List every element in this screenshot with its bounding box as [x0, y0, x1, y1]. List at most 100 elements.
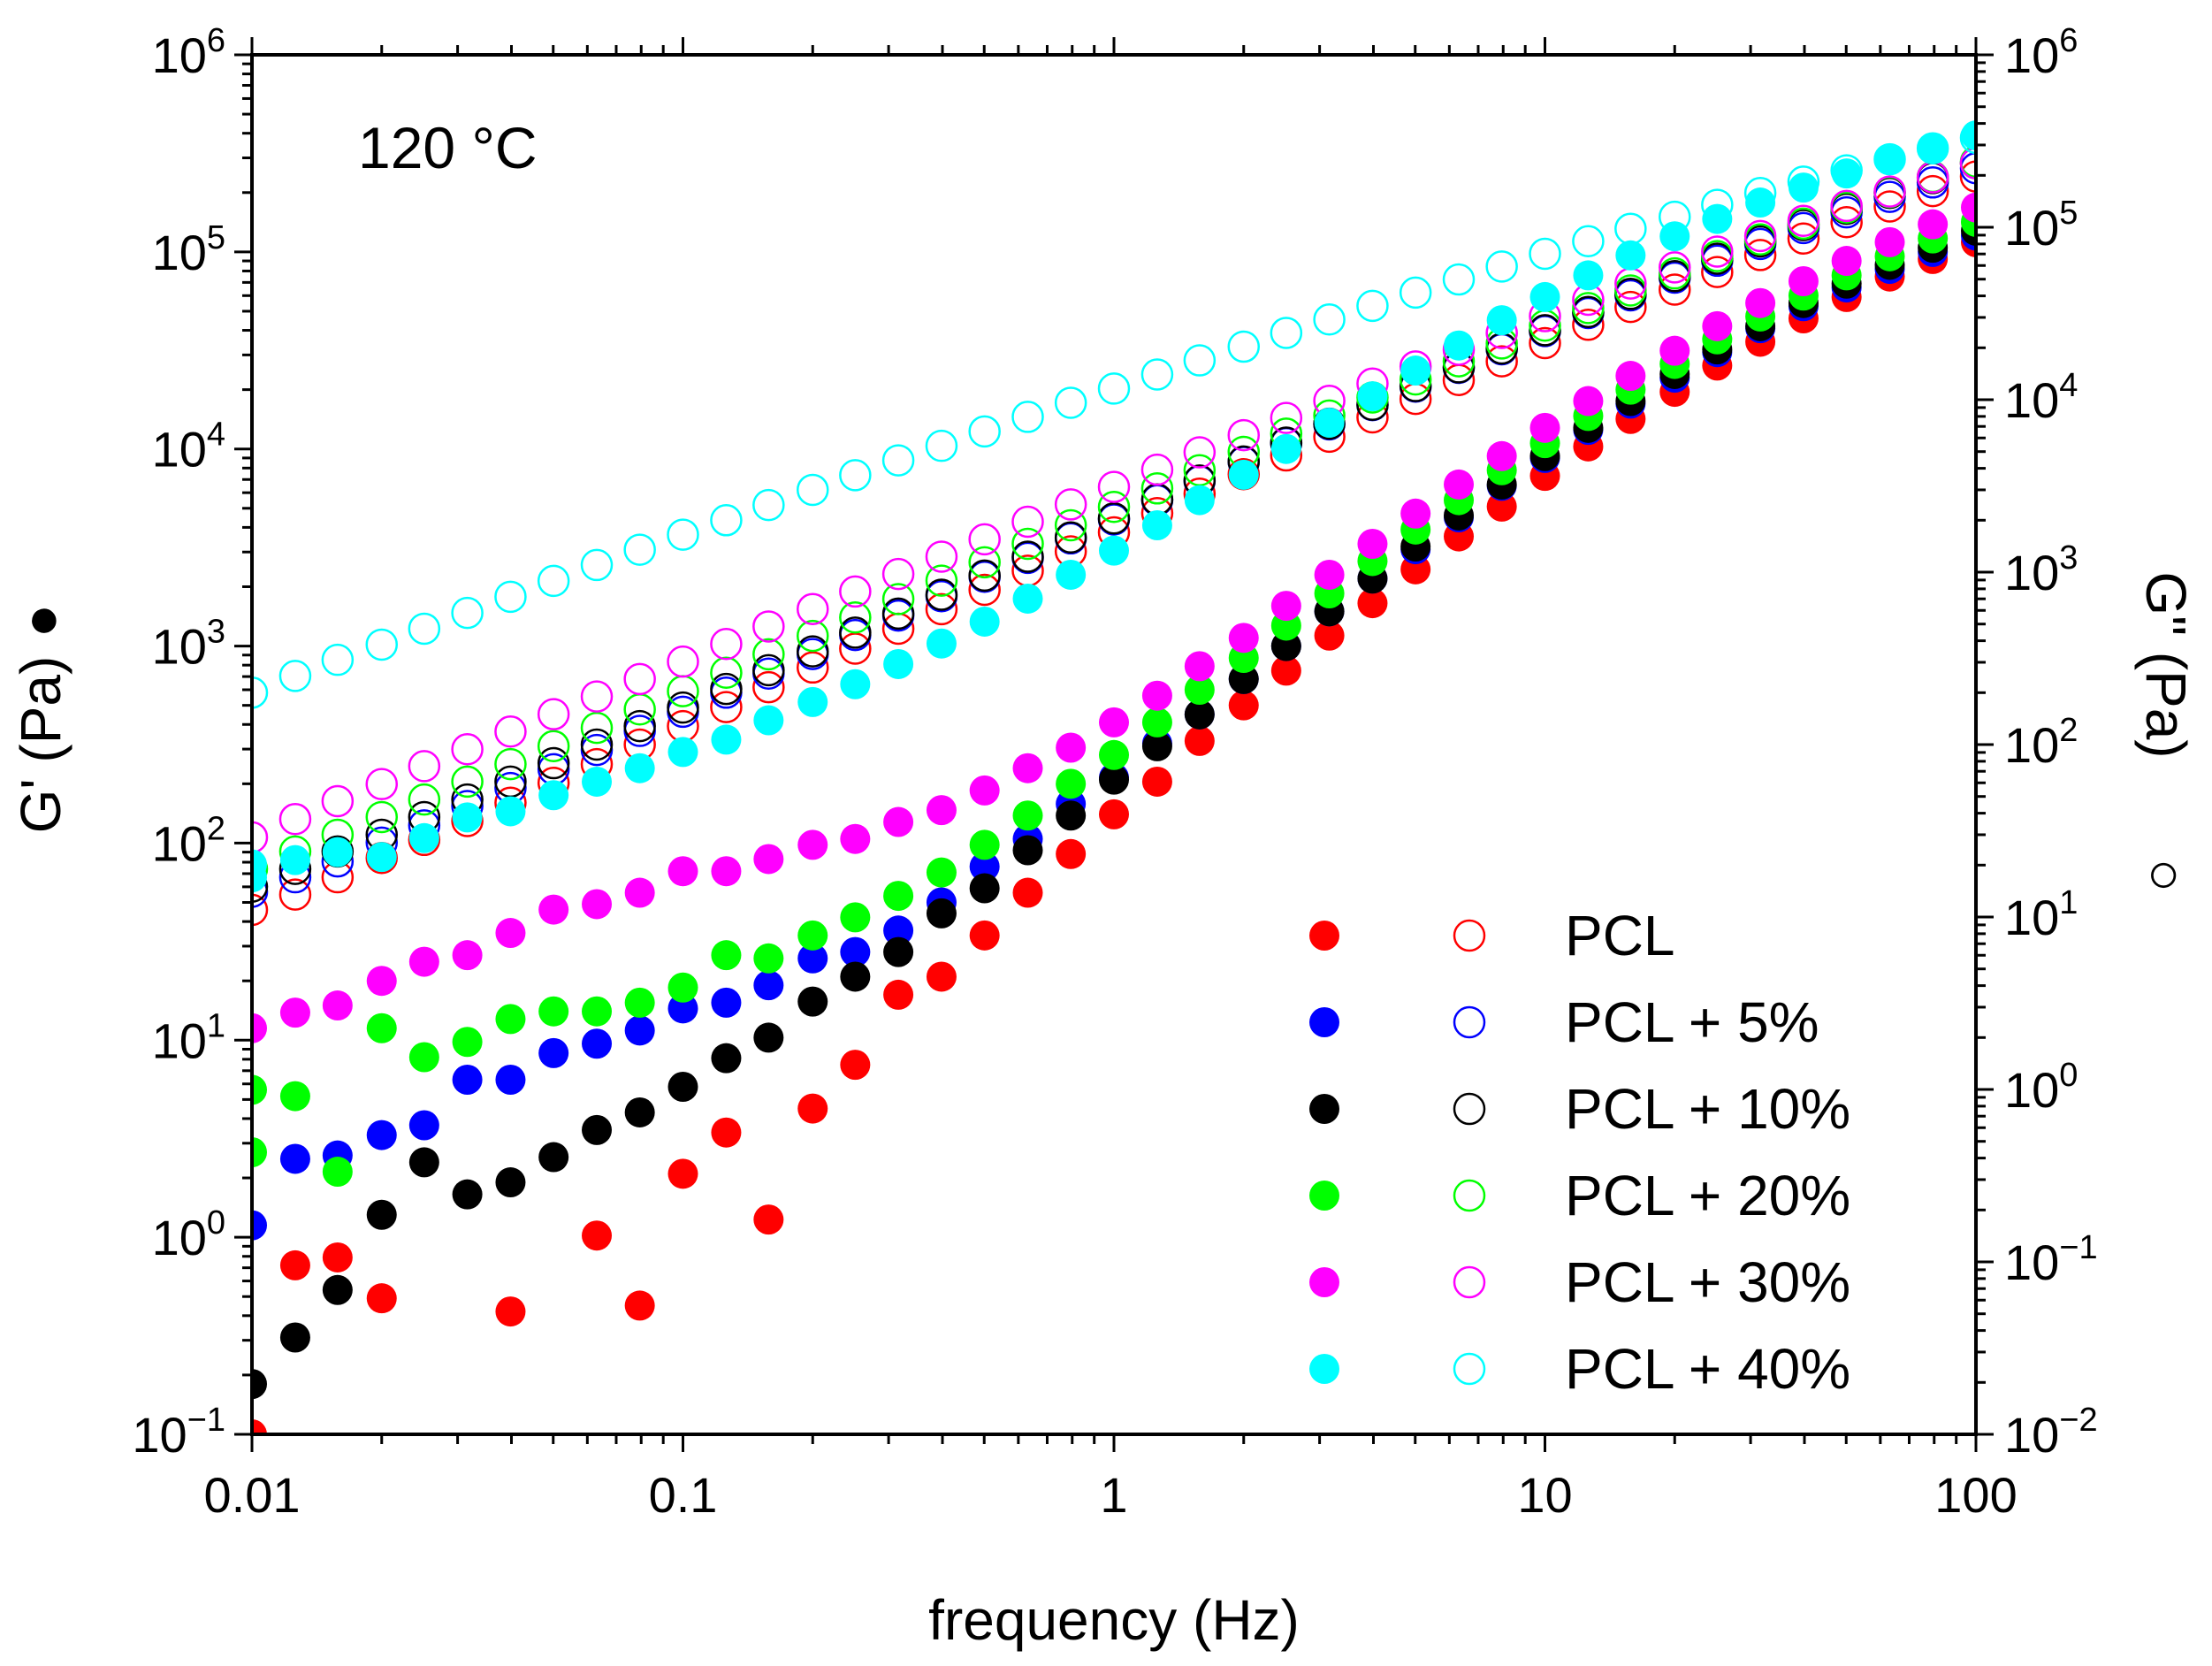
g-double-prime-point [1097, 372, 1131, 405]
y-tick-label-exponent: 3 [2059, 539, 2078, 577]
g-prime-point [366, 1199, 397, 1230]
g-prime-point [969, 873, 1000, 904]
g-prime-point [1056, 559, 1087, 590]
g-prime-point [969, 775, 1000, 806]
g-double-prime-point [710, 656, 743, 690]
g-double-prime-point [1097, 470, 1131, 503]
g-double-prime-point [881, 597, 915, 630]
y-tick-label-base: 10 [152, 1210, 207, 1265]
x-tick-label: 100 [1934, 1467, 2017, 1523]
legend-open-marker [1453, 919, 1486, 952]
y-tick-label-base: 10 [152, 815, 207, 871]
temperature-annotation: 120 °C [358, 115, 538, 180]
g-prime-point [1615, 240, 1646, 271]
g-prime-point [322, 837, 353, 867]
g-prime-point [711, 724, 742, 755]
g-prime-point [366, 1283, 397, 1314]
y-tick-label: 100 [152, 1204, 225, 1265]
g-double-prime-point [1485, 250, 1518, 283]
g-prime-point [840, 936, 871, 967]
g-prime-point [753, 844, 784, 875]
g-double-prime-point [537, 564, 570, 598]
g-double-prime-point [968, 415, 1001, 448]
x-tick-label: 1 [1100, 1467, 1127, 1523]
g-prime-point [1702, 203, 1733, 234]
g-prime-point [366, 1013, 397, 1043]
g-double-prime-point [580, 548, 614, 582]
g-double-prime-point [1183, 436, 1217, 469]
g-double-prime-point [1873, 175, 1906, 208]
g-prime-point [366, 966, 397, 997]
legend-label: PCL + 10% [1565, 1077, 1850, 1141]
legend-open-marker [1453, 1179, 1486, 1212]
g-prime-point [538, 1142, 569, 1173]
g-prime-point [797, 1093, 828, 1124]
g-double-prime-point [1313, 303, 1346, 336]
g-double-prime-point [1097, 501, 1131, 535]
g-prime-point [538, 1037, 569, 1068]
g-prime-point [1314, 620, 1345, 651]
g-double-prime-point [797, 592, 829, 625]
g-prime-point [495, 1167, 526, 1198]
g-prime-point [1228, 690, 1259, 721]
y-tick-label: 106 [152, 22, 225, 83]
g-prime-point [753, 1022, 784, 1053]
y-axis-right-marker-group: ○ [2134, 859, 2198, 893]
g-double-prime-point [839, 632, 872, 665]
g-double-prime-point [1140, 358, 1174, 391]
y-tick-label-exponent: 0 [2059, 1057, 2078, 1094]
g-prime-point [1573, 260, 1604, 291]
g-double-prime-point [580, 680, 614, 713]
g-prime-point [279, 1322, 310, 1353]
g-prime-point [969, 829, 1000, 860]
g-double-prime-point [752, 653, 785, 687]
g-prime-point [1745, 287, 1776, 318]
g-double-prime-point [365, 800, 399, 834]
g-double-prime-point [1614, 290, 1647, 324]
g-double-prime-point [1830, 189, 1863, 223]
g-double-prime-point [1959, 121, 1976, 155]
g-prime-point [582, 766, 613, 797]
g-prime-point [1314, 407, 1345, 438]
g-prime-point [797, 986, 828, 1017]
g-prime-point [667, 856, 698, 887]
y-tick-label-exponent: 4 [207, 416, 225, 454]
g-prime-point [624, 987, 655, 1018]
g-prime-point [252, 1369, 267, 1400]
g-prime-point [452, 940, 483, 971]
g-double-prime-point [667, 518, 699, 551]
g-prime-point [624, 1097, 655, 1127]
g-prime-point [252, 1137, 267, 1168]
legend-filled-marker [1309, 1181, 1339, 1211]
legend-filled-marker [1309, 1007, 1339, 1037]
g-double-prime-point [494, 747, 527, 781]
g-double-prime-point [1011, 505, 1044, 539]
g-prime-point [1874, 226, 1905, 257]
y-tick-label-base: 10 [2004, 27, 2059, 83]
g-prime-point [1012, 835, 1043, 866]
g-prime-point [582, 1114, 613, 1145]
g-double-prime-point [321, 784, 355, 818]
y-tick-label-base: 10 [152, 619, 207, 675]
y-tick-label-exponent: 1 [2059, 884, 2078, 921]
g-prime-point [883, 915, 914, 946]
legend-open-marker [1453, 1352, 1486, 1386]
y-tick-label-base: 10 [2004, 372, 2059, 428]
g-prime-point [495, 796, 526, 827]
y-tick-label-base: 10 [2004, 1234, 2059, 1290]
g-double-prime-point [1659, 256, 1691, 290]
g-prime-point [797, 920, 828, 951]
g-prime-point [322, 990, 353, 1021]
g-prime-point [1184, 651, 1215, 682]
g-double-prime-point [752, 638, 785, 671]
g-prime-point [1228, 623, 1259, 653]
y-tick-label-exponent: 6 [2059, 22, 2078, 59]
g-double-prime-point [1485, 345, 1518, 378]
g-double-prime-point [1701, 256, 1734, 288]
g-prime-point [711, 1117, 742, 1148]
y-tick-label: 102 [2004, 712, 2078, 773]
g-double-prime-point [710, 691, 743, 723]
g-prime-point [538, 894, 569, 925]
g-prime-point [1141, 680, 1172, 711]
g-double-prime-point [667, 691, 699, 724]
